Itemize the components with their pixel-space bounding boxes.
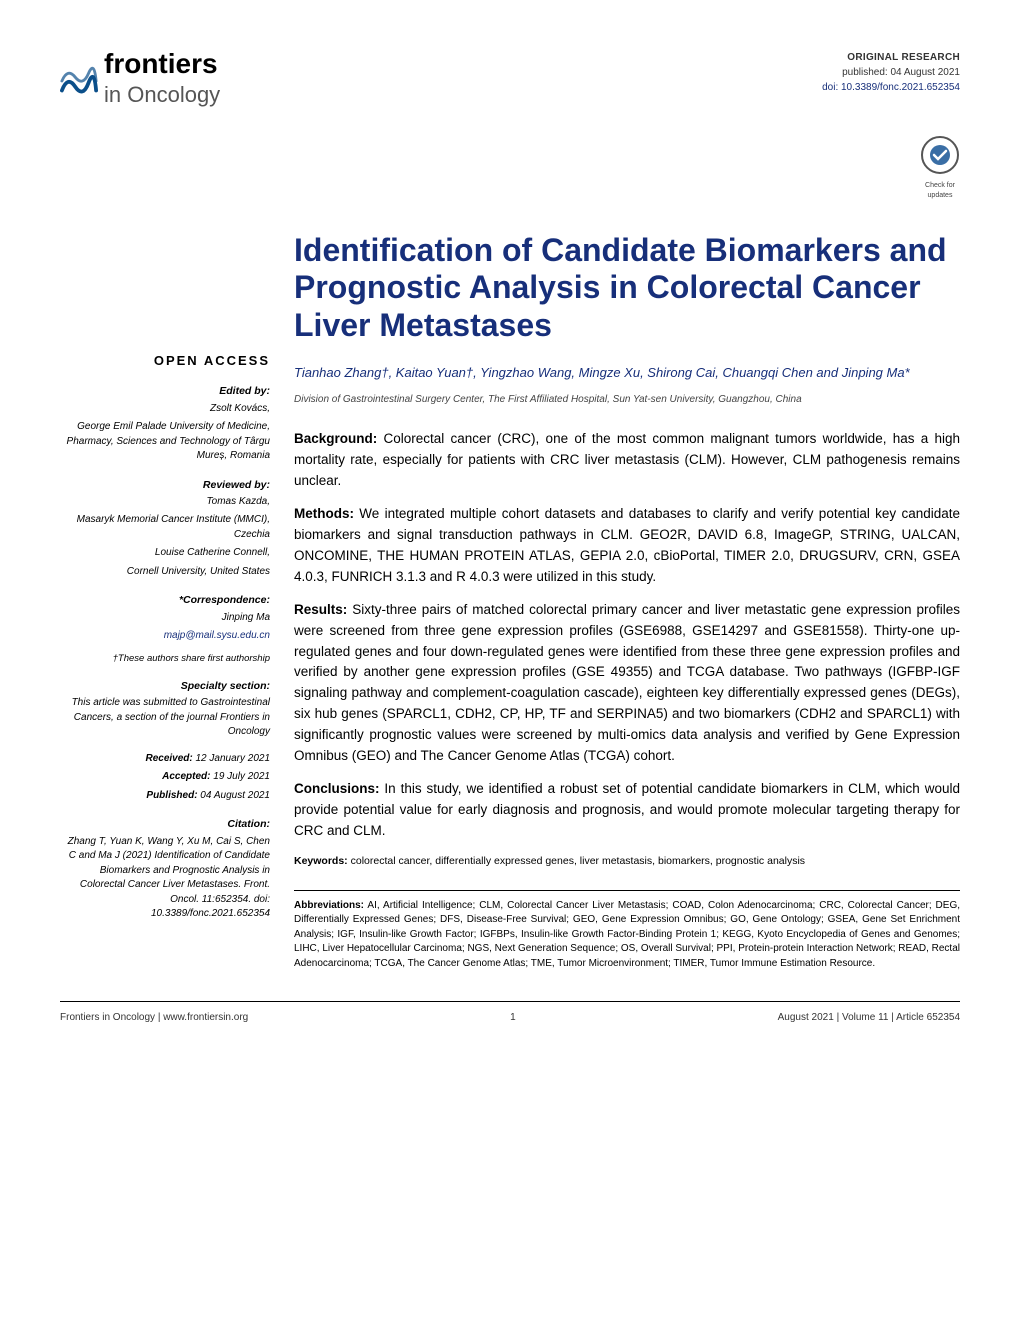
- first-author-footnote: †These authors share first authorship: [60, 652, 270, 666]
- abstract-background: Background: Colorectal cancer (CRC), one…: [294, 429, 960, 492]
- published-row: Published: 04 August 2021: [60, 789, 270, 804]
- abstract: Background: Colorectal cancer (CRC), one…: [294, 429, 960, 842]
- accepted-row: Accepted: 19 July 2021: [60, 770, 270, 785]
- article-title[interactable]: Identification of Candidate Biomarkers a…: [294, 232, 960, 345]
- publication-date: published: 04 August 2021: [822, 65, 960, 80]
- check-updates-caption: Check for updates: [920, 181, 960, 202]
- doi-link[interactable]: doi: 10.3389/fonc.2021.652354: [822, 80, 960, 95]
- check-updates-badge[interactable]: Check for updates: [822, 135, 960, 202]
- logo-brand: frontiers: [104, 50, 220, 78]
- footer-issue: August 2021 | Volume 11 | Article 652354: [778, 1010, 960, 1025]
- editor-affil: George Emil Palade University of Medicin…: [60, 420, 270, 464]
- keywords: Keywords: colorectal cancer, differentia…: [294, 854, 960, 870]
- abstract-conclusions: Conclusions: In this study, we identifie…: [294, 779, 960, 842]
- frontiers-logo-icon: [60, 62, 98, 100]
- received-row: Received: 12 January 2021: [60, 752, 270, 767]
- publication-type: ORIGINAL RESEARCH: [822, 50, 960, 65]
- author-list: Tianhao Zhang†, Kaitao Yuan†, Yingzhao W…: [294, 363, 960, 383]
- correspondence-name: Jinping Ma: [60, 611, 270, 626]
- open-access-label: OPEN ACCESS: [60, 352, 270, 371]
- logo-text-block: frontiers in Oncology: [104, 50, 220, 111]
- logo-journal: in Oncology: [104, 78, 220, 111]
- specialty-text: This article was submitted to Gastrointe…: [60, 696, 270, 740]
- reviewed-by-label: Reviewed by:: [60, 478, 270, 493]
- footer-journal[interactable]: Frontiers in Oncology | www.frontiersin.…: [60, 1010, 248, 1025]
- reviewer-2-affil: Cornell University, United States: [60, 565, 270, 580]
- reviewer-1-name: Tomas Kazda,: [60, 495, 270, 510]
- citation-text: Zhang T, Yuan K, Wang Y, Xu M, Cai S, Ch…: [60, 835, 270, 922]
- publication-meta-block: ORIGINAL RESEARCH published: 04 August 2…: [822, 50, 960, 202]
- footer-page-number: 1: [510, 1010, 516, 1025]
- article-body: Identification of Candidate Biomarkers a…: [294, 232, 960, 972]
- page-footer: Frontiers in Oncology | www.frontiersin.…: [60, 1001, 960, 1025]
- reviewer-2-name: Louise Catherine Connell,: [60, 546, 270, 561]
- correspondence-email[interactable]: majp@mail.sysu.edu.cn: [60, 629, 270, 644]
- abstract-methods: Methods: We integrated multiple cohort d…: [294, 504, 960, 588]
- citation-label: Citation:: [60, 817, 270, 832]
- abstract-results: Results: Sixty-three pairs of matched co…: [294, 600, 960, 767]
- page-header: frontiers in Oncology ORIGINAL RESEARCH …: [60, 50, 960, 202]
- reviewer-1-affil: Masaryk Memorial Cancer Institute (MMCI)…: [60, 513, 270, 542]
- edited-by-label: Edited by:: [60, 384, 270, 399]
- correspondence-label: *Correspondence:: [60, 593, 270, 608]
- journal-logo: frontiers in Oncology: [60, 50, 220, 111]
- affiliation: Division of Gastrointestinal Surgery Cen…: [294, 392, 960, 407]
- editor-name: Zsolt Kovács,: [60, 402, 270, 417]
- abbreviations: Abbreviations: AI, Artificial Intelligen…: [294, 890, 960, 972]
- sidebar-meta: OPEN ACCESS Edited by: Zsolt Kovács, Geo…: [60, 232, 270, 972]
- specialty-label: Specialty section:: [60, 679, 270, 694]
- main-content: OPEN ACCESS Edited by: Zsolt Kovács, Geo…: [60, 232, 960, 972]
